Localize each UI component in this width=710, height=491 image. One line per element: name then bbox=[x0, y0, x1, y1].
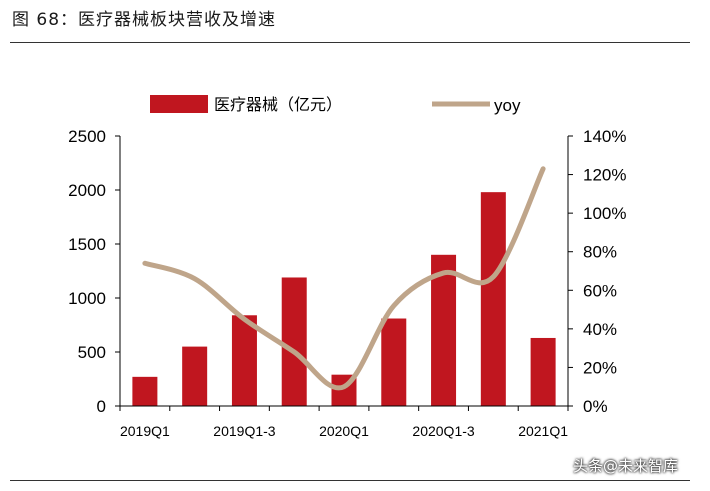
left-axis-ticks: 0 500 1000 1500 2000 2500 bbox=[68, 127, 120, 416]
right-tick-label: 60% bbox=[583, 281, 617, 300]
bar-2019Q1-3 bbox=[231, 315, 257, 406]
legend-bar-label: 医疗器械（亿元） bbox=[214, 96, 342, 114]
right-tick-label: 80% bbox=[583, 243, 617, 262]
left-tick-label: 2500 bbox=[68, 127, 106, 146]
bar-2020Q1-3 bbox=[431, 254, 457, 406]
x-tick-label: 2019Q1 bbox=[120, 423, 170, 439]
right-tick-label: 40% bbox=[583, 320, 617, 339]
watermark: 头条@未来智库 bbox=[573, 457, 679, 475]
x-tick-label: 2021Q1 bbox=[518, 423, 568, 439]
yoy-line-series bbox=[142, 166, 546, 391]
figure-title: 图 68：医疗器械板块营收及增速 bbox=[12, 10, 277, 30]
legend: 医疗器械（亿元） yoy bbox=[150, 95, 521, 115]
axes bbox=[119, 136, 569, 407]
left-tick-label: 1000 bbox=[68, 289, 106, 308]
legend-yoy-label: yoy bbox=[494, 96, 521, 115]
right-tick-label: 100% bbox=[583, 204, 626, 223]
top-rule bbox=[10, 42, 690, 43]
left-tick-label: 0 bbox=[97, 397, 106, 416]
right-tick-label: 0% bbox=[583, 397, 608, 416]
bottom-rule bbox=[10, 480, 690, 481]
x-axis-ticks: 2019Q1 2019Q1-3 2020Q1 2020Q1-3 2021Q1 bbox=[119, 406, 569, 439]
right-axis-ticks: 0% 20% 40% 60% 80% 100% 120% 140% bbox=[568, 127, 626, 416]
left-tick-label: 1500 bbox=[68, 235, 106, 254]
bar-2020H1 bbox=[381, 318, 407, 406]
left-tick-label: 500 bbox=[78, 343, 106, 362]
right-tick-label: 120% bbox=[583, 166, 626, 185]
yoy-line bbox=[142, 166, 546, 391]
x-tick-label: 2020Q1 bbox=[319, 423, 369, 439]
bar-2019A bbox=[281, 277, 307, 406]
right-tick-label: 20% bbox=[583, 358, 617, 377]
left-tick-label: 2000 bbox=[68, 181, 106, 200]
x-tick-label: 2019Q1-3 bbox=[213, 423, 275, 439]
bar-2021Q1 bbox=[530, 337, 556, 406]
x-tick-label: 2020Q1-3 bbox=[412, 423, 474, 439]
legend-bar-swatch bbox=[150, 95, 208, 113]
bar-2019Q1 bbox=[132, 376, 158, 406]
right-tick-label: 140% bbox=[583, 127, 626, 146]
bar-2020A bbox=[480, 192, 506, 406]
bar-2019H1 bbox=[182, 346, 208, 406]
bar-series bbox=[132, 192, 556, 406]
